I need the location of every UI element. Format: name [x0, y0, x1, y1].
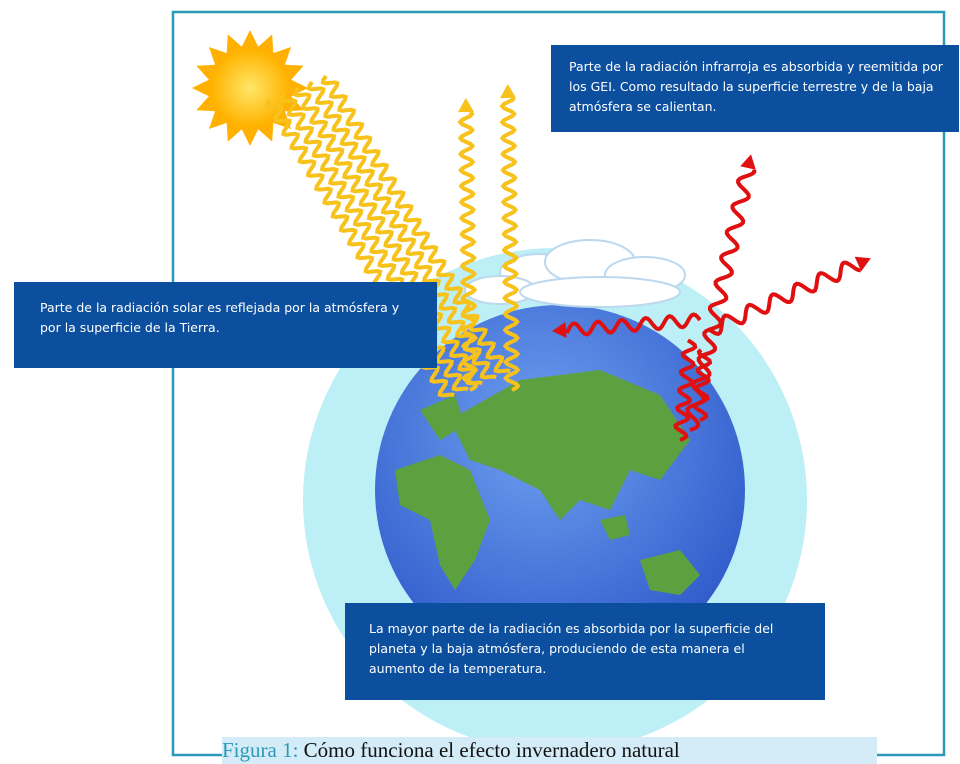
callout-top-right: Parte de la radiación infrarroja es abso… [551, 45, 959, 132]
wave [564, 312, 702, 337]
callout-bottom: La mayor parte de la radiación es absorb… [345, 603, 825, 700]
arrow-head [552, 322, 567, 338]
arrow-head [500, 84, 516, 99]
callout-left: Parte de la radiación solar es reflejada… [14, 282, 437, 368]
caption-label: Figura 1: [222, 738, 299, 762]
wave [673, 338, 698, 442]
caption: Figura 1: Cómo funciona el efecto invern… [222, 737, 877, 764]
arrow-head [854, 256, 871, 272]
sun [192, 30, 308, 146]
arrow-head [740, 154, 756, 170]
radiation-waves [264, 74, 871, 442]
continents [395, 370, 700, 595]
wave [457, 110, 479, 392]
wave [499, 96, 521, 392]
wave [306, 80, 497, 380]
clouds [464, 239, 686, 308]
wave [685, 169, 757, 432]
arrow-head [458, 98, 474, 113]
wave [692, 348, 713, 422]
caption-title: Cómo funciona el efecto invernadero natu… [303, 738, 680, 762]
wave [292, 86, 483, 386]
wave [708, 260, 862, 336]
